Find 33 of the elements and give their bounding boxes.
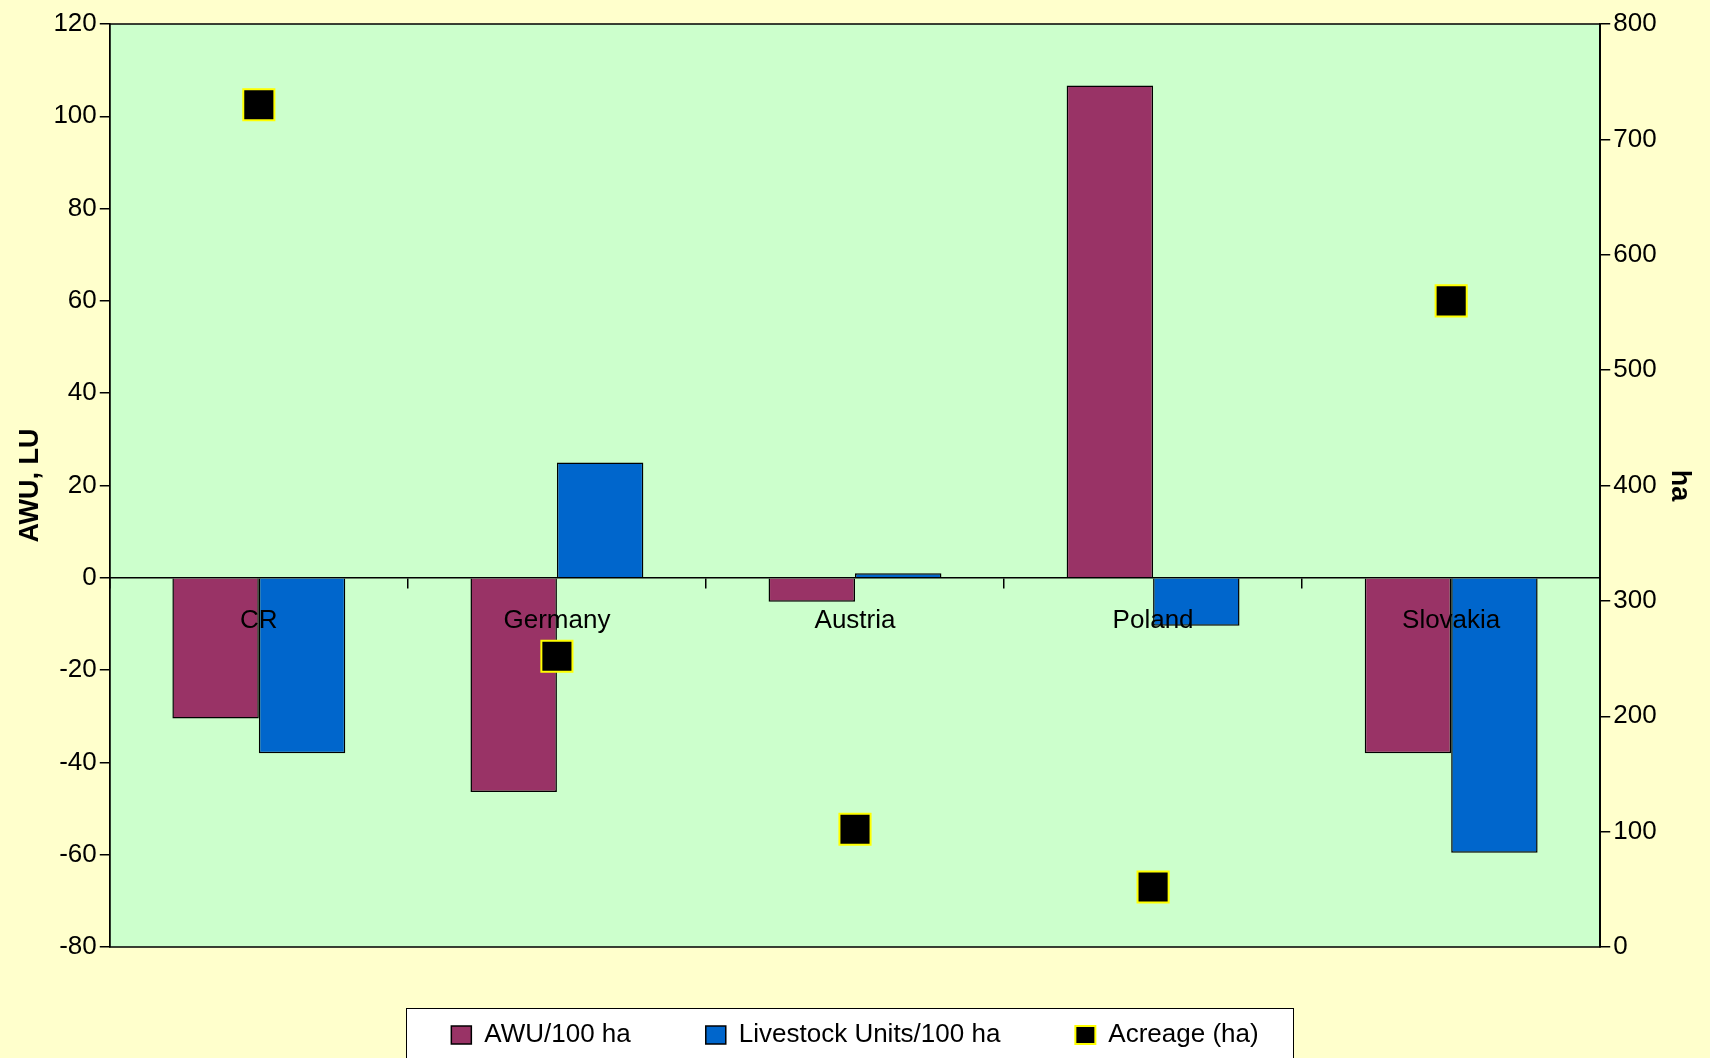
y-tick-label: 40 [67, 376, 97, 407]
legend-label: Acreage (ha) [1108, 1018, 1259, 1049]
y-tick-label: -60 [59, 837, 97, 868]
legend-label: Livestock Units/100 ha [738, 1018, 1001, 1049]
x-tick-label: Slovakia [1402, 603, 1501, 634]
y-tick-label: 80 [67, 191, 97, 222]
x-tick-label: CR [240, 603, 278, 634]
y2-tick-label: 200 [1613, 699, 1657, 730]
point [838, 812, 872, 846]
point [540, 639, 574, 673]
y-tick-label: 120 [53, 7, 97, 38]
y-axis-title: AWU, LU [13, 428, 44, 543]
y-tick-label: -80 [59, 930, 97, 961]
y-tick-label: -20 [59, 653, 97, 684]
y2-tick-label: 600 [1613, 237, 1657, 268]
y-tick-label: 100 [53, 99, 97, 130]
y2-tick-label: 300 [1613, 584, 1657, 615]
point [1434, 284, 1468, 318]
y-tick-label: 20 [67, 468, 97, 499]
y2-tick-label: 400 [1613, 468, 1657, 499]
y-tick-label: 60 [67, 284, 97, 315]
point [1136, 870, 1170, 904]
y-tick-label: 0 [82, 560, 97, 591]
y2-tick-label: 700 [1613, 122, 1657, 153]
y2-tick-label: 500 [1613, 353, 1657, 384]
legend-label: AWU/100 ha [484, 1018, 632, 1049]
y2-axis-title: ha [1666, 469, 1697, 503]
point [242, 88, 276, 122]
y2-tick-label: 800 [1613, 7, 1657, 38]
x-tick-label: Austria [814, 603, 896, 634]
y-tick-label: -40 [59, 745, 97, 776]
y2-tick-label: 0 [1613, 930, 1628, 961]
y2-tick-label: 100 [1613, 814, 1657, 845]
